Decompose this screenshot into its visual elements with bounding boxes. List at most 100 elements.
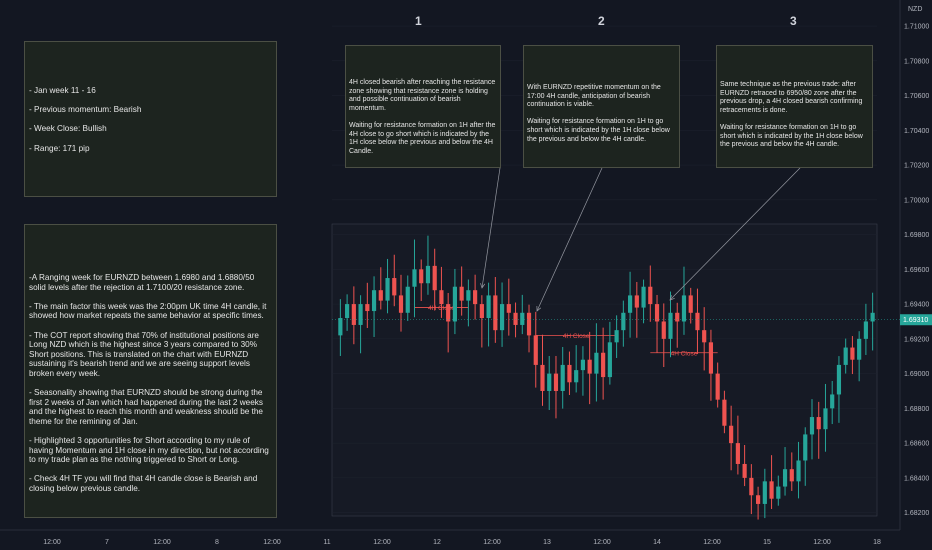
- price-axis[interactable]: 1.71000 1.70800 1.70600 1.70400 1.70200 1.700…: [904, 24, 929, 518]
- candle-body: [580, 359, 586, 371]
- price-tick-label: 1.69200: [904, 336, 929, 343]
- candle-body: [675, 312, 680, 322]
- price-tick-label: 1.69600: [904, 267, 929, 274]
- candle-body: [365, 304, 370, 312]
- current-price-box: [900, 314, 932, 326]
- price-tick-label: 1.68400: [904, 475, 929, 482]
- close-line-label: 4H Close: [671, 350, 698, 357]
- current-price-text: 1.69310: [903, 317, 928, 324]
- current-price-label: 1.69310: [332, 314, 932, 326]
- candle-body: [729, 425, 734, 444]
- candle-body: [681, 295, 687, 322]
- candle-body: [452, 286, 457, 322]
- candle-body: [735, 443, 740, 464]
- candle-body: [809, 417, 815, 435]
- arrow-line: [481, 167, 501, 289]
- price-tick-label: 1.70400: [904, 128, 929, 135]
- candle-body: [506, 304, 511, 313]
- trade-number-2: 2: [598, 14, 605, 28]
- arrow-head: [669, 295, 675, 301]
- candle-body: [749, 477, 754, 496]
- candle-body: [776, 486, 781, 499]
- time-axis[interactable]: 12:00 7 12:00 8 12:00 11 12:00 12 12:00 13 12:00 14…: [43, 539, 881, 546]
- price-tick-label: 1.70000: [904, 197, 929, 204]
- time-tick-label: 11: [323, 539, 330, 546]
- candle-body: [385, 278, 390, 301]
- candle-body: [668, 312, 673, 339]
- candle-body: [553, 373, 559, 391]
- candle-body: [526, 312, 532, 336]
- candle-body: [466, 290, 471, 301]
- weekly-analysis-note[interactable]: -A Ranging week for EURNZD between 1.698…: [24, 224, 277, 518]
- candle-body: [520, 312, 525, 325]
- trade-number-3: 3: [790, 14, 797, 28]
- time-tick-label: 12:00: [153, 539, 171, 546]
- candle-body: [830, 394, 835, 409]
- candle-body: [446, 304, 451, 322]
- price-tick-label: 1.69400: [904, 302, 929, 309]
- candle-body: [789, 469, 794, 482]
- time-tick-label: 12:00: [373, 539, 391, 546]
- candle-body: [574, 370, 579, 383]
- candle-body: [567, 364, 572, 383]
- candle-body: [540, 364, 545, 391]
- candle-body: [782, 469, 788, 487]
- candle-body: [533, 335, 538, 365]
- week-summary-note[interactable]: - Jan week 11 - 16 - Previous momentum: …: [24, 41, 277, 197]
- candle-body: [547, 373, 552, 391]
- candle-body: [688, 295, 693, 313]
- candle-body: [459, 286, 464, 301]
- candle-body: [715, 373, 720, 400]
- time-tick-label: 18: [873, 539, 881, 546]
- price-gridlines: [332, 25, 877, 513]
- trade-2-note[interactable]: With EURNZD repetitive momentum on the 1…: [523, 45, 680, 168]
- candle-body: [742, 463, 747, 478]
- arrow-line: [669, 167, 801, 301]
- candle-body: [398, 295, 404, 313]
- time-tick-label: 12:00: [43, 539, 61, 546]
- candle-body: [560, 364, 565, 391]
- candle-body: [823, 408, 828, 430]
- candle-body: [762, 481, 767, 504]
- candle-body: [857, 338, 862, 360]
- candle-body: [439, 290, 444, 305]
- candles: [338, 235, 875, 520]
- candle-body: [836, 364, 842, 395]
- annotation-arrows: [480, 167, 801, 312]
- candle-body: [863, 321, 868, 339]
- candle-body: [345, 304, 350, 318]
- trade-1-note[interactable]: 4H closed bearish after reaching the res…: [345, 45, 501, 168]
- candle-body: [803, 434, 808, 461]
- price-tick-label: 1.69800: [904, 232, 929, 239]
- price-tick-label: 1.70800: [904, 58, 929, 65]
- candle-body: [708, 342, 714, 374]
- time-tick-label: 12:00: [813, 539, 831, 546]
- time-tick-label: 12: [433, 539, 441, 546]
- time-tick-label: 12:00: [703, 539, 721, 546]
- time-tick-label: 7: [105, 539, 109, 546]
- price-tick-label: 1.70600: [904, 93, 929, 100]
- candle-body: [405, 286, 410, 313]
- candle-body: [870, 312, 875, 322]
- candle-body: [351, 304, 356, 325]
- candle-body: [702, 330, 707, 343]
- candle-body: [756, 495, 761, 504]
- candle-body: [769, 481, 774, 499]
- time-tick-label: 15: [763, 539, 771, 546]
- candle-body: [641, 286, 646, 308]
- trade-3-note[interactable]: Same technique as the previous trade: af…: [716, 45, 873, 168]
- time-tick-label: 12:00: [263, 539, 281, 546]
- candle-body: [425, 265, 431, 284]
- arrow-head: [480, 283, 486, 289]
- candle-body: [432, 265, 437, 291]
- candle-body: [601, 352, 606, 378]
- close-line-label: 4H Close: [563, 333, 590, 340]
- candle-body: [513, 312, 518, 325]
- candle-body: [493, 295, 498, 331]
- candle-body: [695, 312, 700, 331]
- candle-body: [661, 321, 666, 339]
- candle-body: [796, 460, 801, 482]
- candle-body: [614, 330, 619, 343]
- price-tick-label: 1.69000: [904, 371, 929, 378]
